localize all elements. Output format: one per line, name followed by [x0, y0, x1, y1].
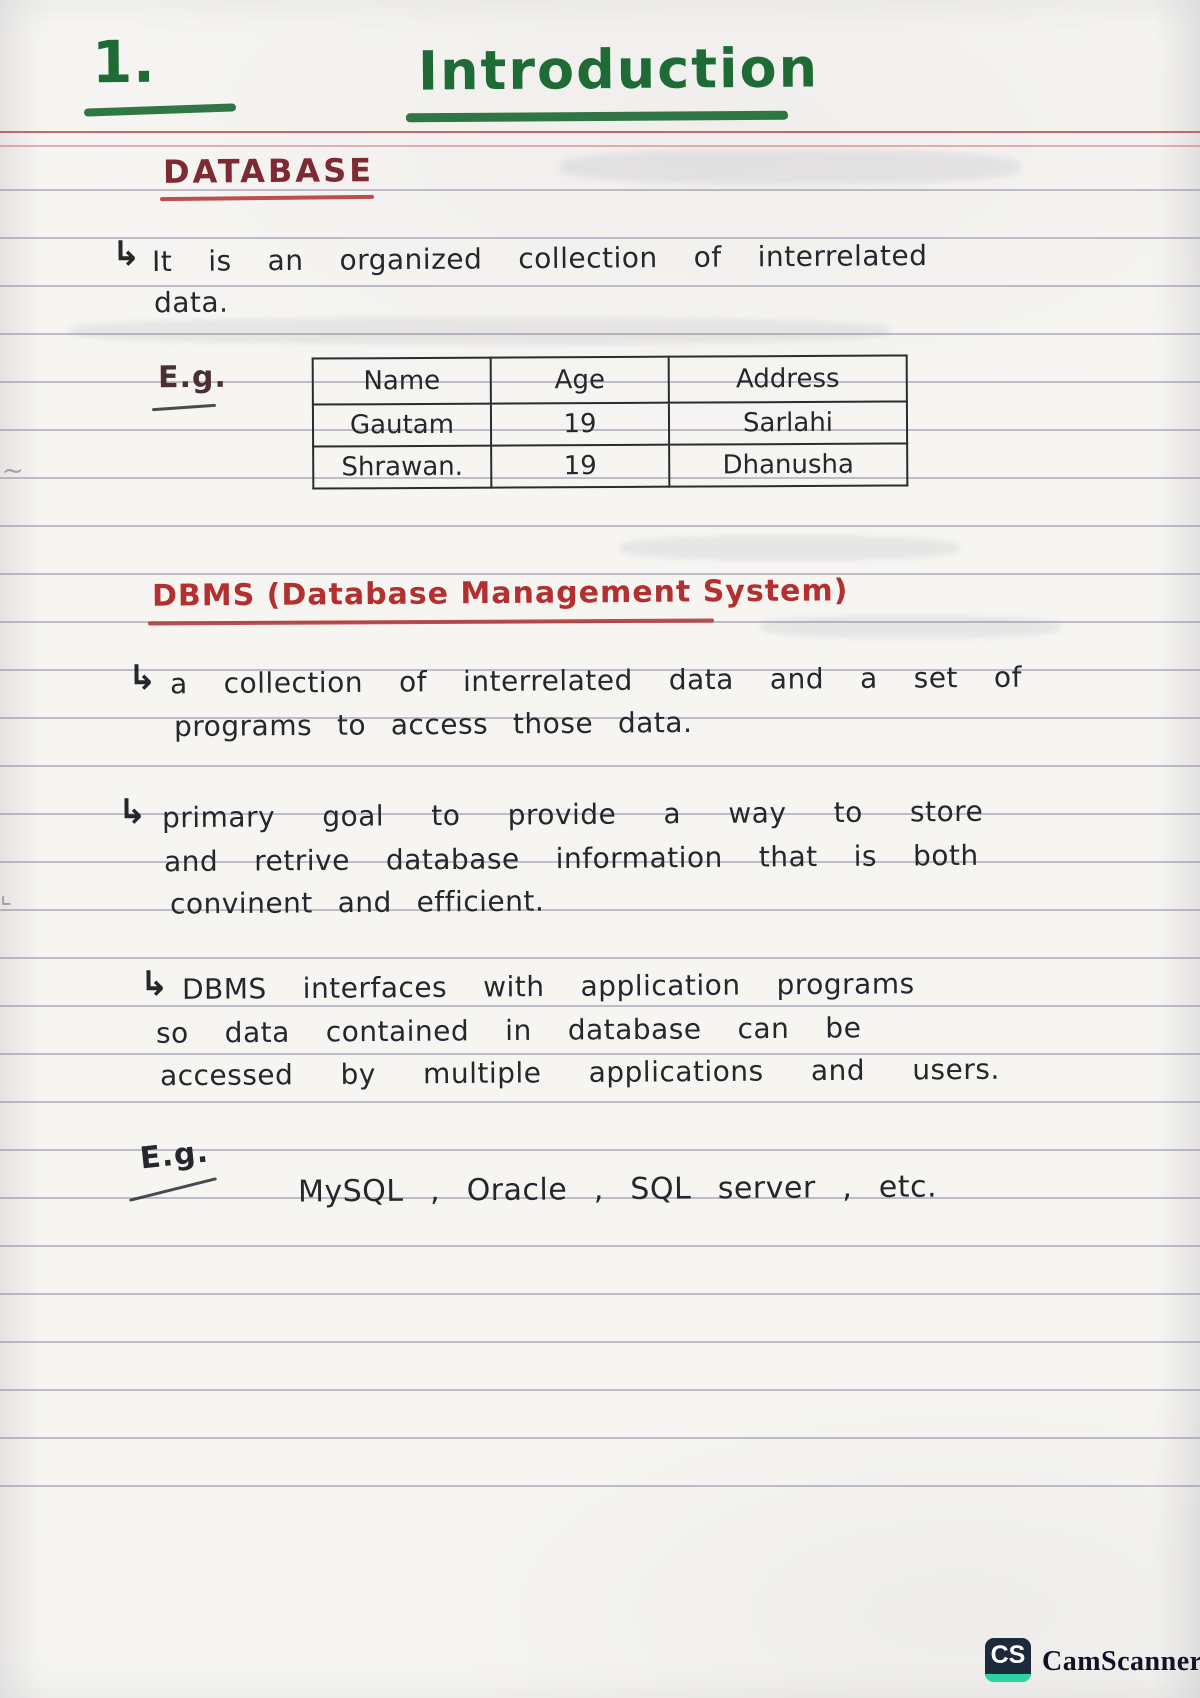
- page-number: 1.: [91, 27, 156, 97]
- example-label-underline: [151, 403, 217, 412]
- scan-smudge: [760, 616, 1060, 638]
- table-header-cell: Address: [668, 355, 907, 403]
- dbms-bullet-line: accessed by multiple applications and us…: [159, 1052, 1000, 1093]
- table-header-cell: Name: [312, 357, 491, 405]
- database-heading-underline: [159, 194, 375, 202]
- database-bullet-line: data.: [153, 285, 229, 320]
- table-header-row: Name Age Address: [312, 355, 907, 405]
- bullet-marker: ↳: [127, 657, 158, 699]
- bullet-marker: ↳: [117, 791, 148, 833]
- example-label: E.g.: [138, 1134, 211, 1177]
- bullet-marker: ↳: [111, 233, 142, 275]
- table-cell: Sarlahi: [668, 401, 908, 445]
- bullet-marker: ↳: [139, 963, 170, 1005]
- dbms-bullet-line: programs to access those data.: [173, 705, 693, 744]
- dbms-heading-underline: [147, 618, 715, 626]
- example-label-underline: [128, 1177, 218, 1202]
- dbms-bullet-line: so data contained in database can be: [155, 1011, 862, 1050]
- scan-smudge: [620, 536, 960, 560]
- table-header-cell: Age: [490, 356, 669, 404]
- table-cell: 19: [491, 444, 670, 488]
- margin-squiggle: ⌞: [0, 880, 13, 910]
- page-title-underline: [405, 110, 789, 123]
- database-bullet-line: It is an organized collection of interre…: [151, 238, 928, 279]
- dbms-examples: MySQL , Oracle , SQL server , etc.: [297, 1169, 938, 1210]
- table-cell: 19: [490, 402, 670, 446]
- table-row: Shrawan. 19 Dhanusha: [313, 443, 908, 489]
- top-margin-line: [0, 131, 1200, 133]
- scan-smudge: [560, 150, 1020, 184]
- table-cell: Dhanusha: [669, 443, 908, 487]
- dbms-bullet-line: and retrive database information that is…: [163, 838, 979, 879]
- top-margin-line-2: [0, 145, 1200, 147]
- dbms-heading: DBMS (Database Management System): [151, 573, 849, 614]
- camscanner-logo-icon: CS: [985, 1638, 1031, 1682]
- example-table: Name Age Address Gautam 19 Sarlahi Shraw…: [312, 354, 909, 489]
- example-label: E.g.: [157, 359, 227, 396]
- table-cell: Gautam: [312, 403, 492, 447]
- page-title: Introduction: [417, 36, 820, 103]
- dbms-bullet-line: primary goal to provide a way to store: [161, 794, 984, 835]
- page-number-underline: [83, 103, 237, 117]
- table-cell: Shrawan.: [313, 445, 492, 489]
- dbms-bullet-line: convinent and efficient.: [169, 884, 545, 921]
- dbms-bullet-line: a collection of interrelated data and a …: [169, 660, 1023, 701]
- scan-smudge: [70, 318, 890, 344]
- database-heading: DATABASE: [162, 151, 375, 191]
- table-row: Gautam 19 Sarlahi: [312, 401, 908, 447]
- margin-squiggle: ~: [2, 456, 24, 486]
- camscanner-logo-accent: [985, 1674, 1031, 1682]
- camscanner-logo-initials: CS: [990, 1641, 1026, 1669]
- dbms-bullet-line: DBMS interfaces with application program…: [181, 967, 915, 1006]
- camscanner-brand-name: CamScanner: [1042, 1646, 1200, 1677]
